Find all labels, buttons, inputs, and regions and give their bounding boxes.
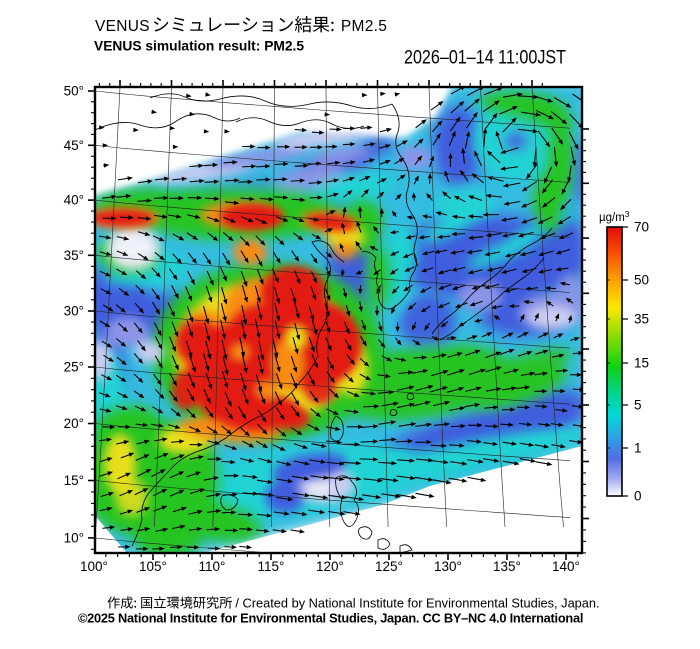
- svg-text:0: 0: [634, 489, 642, 504]
- svg-text:1: 1: [634, 441, 642, 456]
- svg-text:15: 15: [634, 356, 649, 371]
- svg-text:125°: 125°: [375, 559, 403, 574]
- svg-text:PM2.5: PM2.5: [341, 18, 387, 35]
- svg-text:©2025 National Institute for E: ©2025 National Institute for Environment…: [78, 611, 583, 626]
- svg-text:110°: 110°: [199, 559, 226, 574]
- svg-text:40°: 40°: [64, 193, 84, 208]
- svg-text:115°: 115°: [258, 559, 285, 574]
- svg-text:10°: 10°: [64, 530, 84, 545]
- svg-text:5: 5: [634, 398, 642, 413]
- svg-text:105°: 105°: [139, 559, 167, 574]
- svg-text:70: 70: [634, 220, 649, 235]
- svg-text:VENUS: VENUS: [95, 18, 150, 35]
- svg-text:50°: 50°: [64, 84, 84, 99]
- svg-text:35°: 35°: [64, 248, 84, 263]
- svg-text:45°: 45°: [64, 138, 84, 153]
- svg-text:135°: 135°: [493, 559, 521, 574]
- svg-text:100°: 100°: [80, 559, 108, 574]
- svg-text:2026–01–14 11:00JST: 2026–01–14 11:00JST: [404, 47, 566, 69]
- svg-text:50: 50: [634, 273, 649, 288]
- svg-text:140°: 140°: [552, 559, 580, 574]
- svg-text:µg/m3: µg/m3: [599, 209, 630, 224]
- svg-text:VENUS simulation result: PM2.5: VENUS simulation result: PM2.5: [94, 39, 304, 54]
- svg-text:25°: 25°: [64, 360, 84, 375]
- svg-text:15°: 15°: [64, 473, 84, 488]
- svg-text:/ Created by National Institut: / Created by National Institute for Envi…: [235, 596, 599, 611]
- svg-text:30°: 30°: [64, 304, 84, 319]
- svg-text:20°: 20°: [64, 416, 84, 431]
- svg-text:35: 35: [634, 312, 649, 327]
- svg-text:130°: 130°: [434, 559, 462, 574]
- svg-text:120°: 120°: [316, 559, 344, 574]
